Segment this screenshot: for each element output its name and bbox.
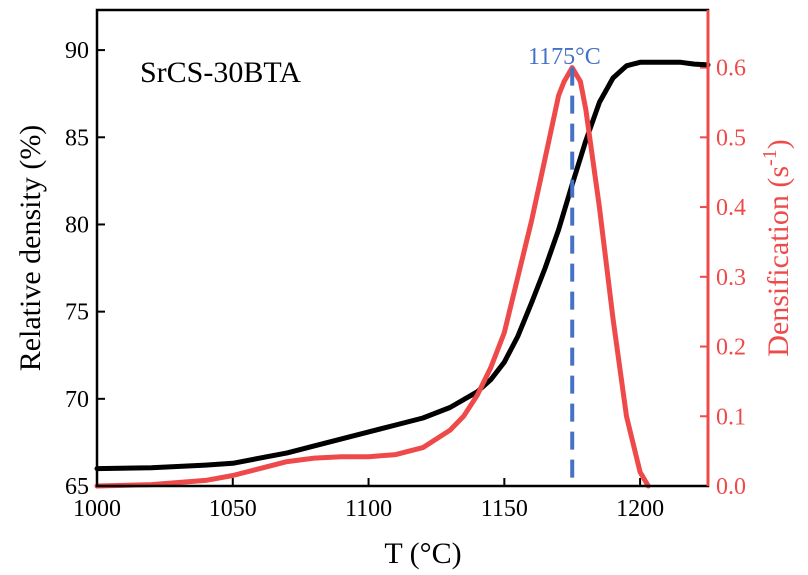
left-y-tick-label: 90 [65,38,89,64]
right-y-axis-title-sup: -1 [759,149,781,166]
left-y-tick-label: 65 [65,474,89,500]
left-y-tick-label: 75 [65,300,89,326]
right-y-axis-title: Densification (s-1) [759,139,795,356]
left-y-tick-label: 70 [65,387,89,413]
right-y-tick-label: 0.6 [716,56,746,82]
right-y-tick-label: 0.4 [716,195,746,221]
right-y-tick-label: 0.3 [716,265,746,291]
x-tick-label: 1200 [616,496,664,522]
x-tick-label: 1150 [481,496,528,522]
x-tick-label: 1050 [209,496,257,522]
x-axis-title: T (°C) [384,537,461,570]
relative-density-series-line [94,59,711,472]
x-tick-label: 1100 [345,496,392,522]
right-y-tick-label: 0.1 [716,404,746,430]
series-layer [94,59,711,489]
right-y-tick-label: 0.2 [716,335,746,361]
x-tick-label: 1000 [73,496,121,522]
peak-temperature-label: 1175°C [528,44,601,70]
right-y-tick-label: 0.0 [716,474,746,500]
left-y-tick-label: 80 [65,212,89,238]
right-y-axis-title-end: ) [762,139,795,149]
densification-series-line [94,65,651,489]
left-y-axis-title: Relative density (%) [14,125,47,372]
ticks-layer: 1000 1050 1100 1150 1200 65 70 75 80 85 90 0.0 0.1 0.… [65,38,746,522]
left-y-tick-label: 85 [65,125,89,151]
right-y-tick-label: 0.5 [716,125,746,151]
sample-label: SrCS-30BTA [140,56,301,89]
right-y-axis-title-main: Densification (s [762,166,795,357]
